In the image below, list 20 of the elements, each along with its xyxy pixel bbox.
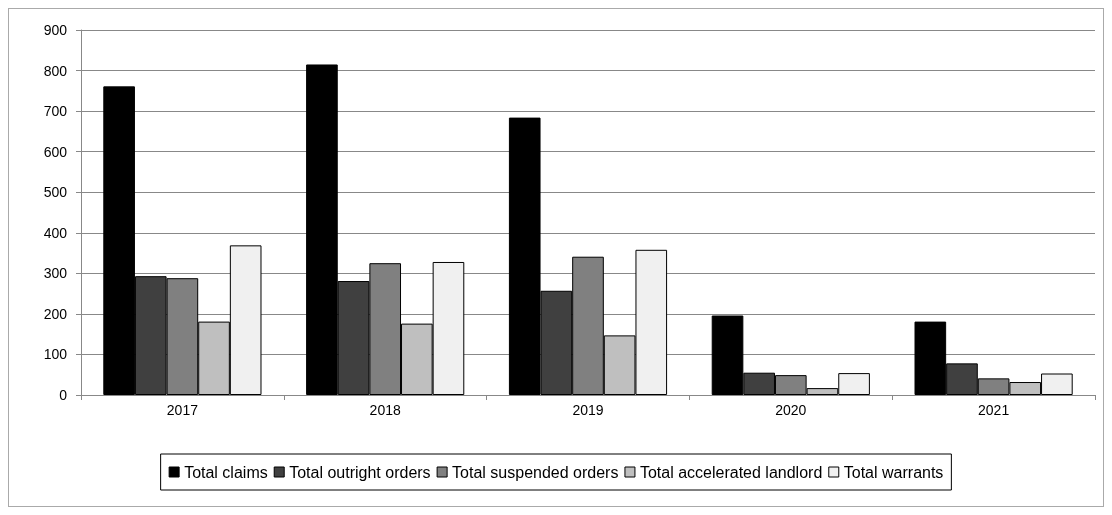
y-tick-label: 900 [43,22,68,38]
legend-label: Total accelerated landlord [639,463,823,481]
legend-label: Total claims [184,463,268,481]
legend-label: Total suspended orders [452,463,619,481]
y-tick-label: 400 [43,224,68,241]
y-tick-label: 700 [43,103,68,120]
x-tick-label: 2017 [166,402,199,418]
y-tick-label: 100 [43,346,68,363]
y-tick-label: 600 [43,143,68,160]
x-tick-label: 2018 [369,402,401,418]
x-tick-label: 2020 [775,402,807,418]
y-tick-label: 300 [43,265,68,282]
y-tick-label: 500 [43,184,68,201]
x-tick-label: 2021 [978,402,1010,418]
legend-label: Total outright orders [289,463,431,481]
legend-label: Total warrants [843,463,944,481]
y-tick-label: 800 [43,62,68,79]
y-tick-label: 200 [43,305,68,322]
x-tick-label: 2019 [572,402,604,418]
y-tick-label: 0 [59,387,68,403]
